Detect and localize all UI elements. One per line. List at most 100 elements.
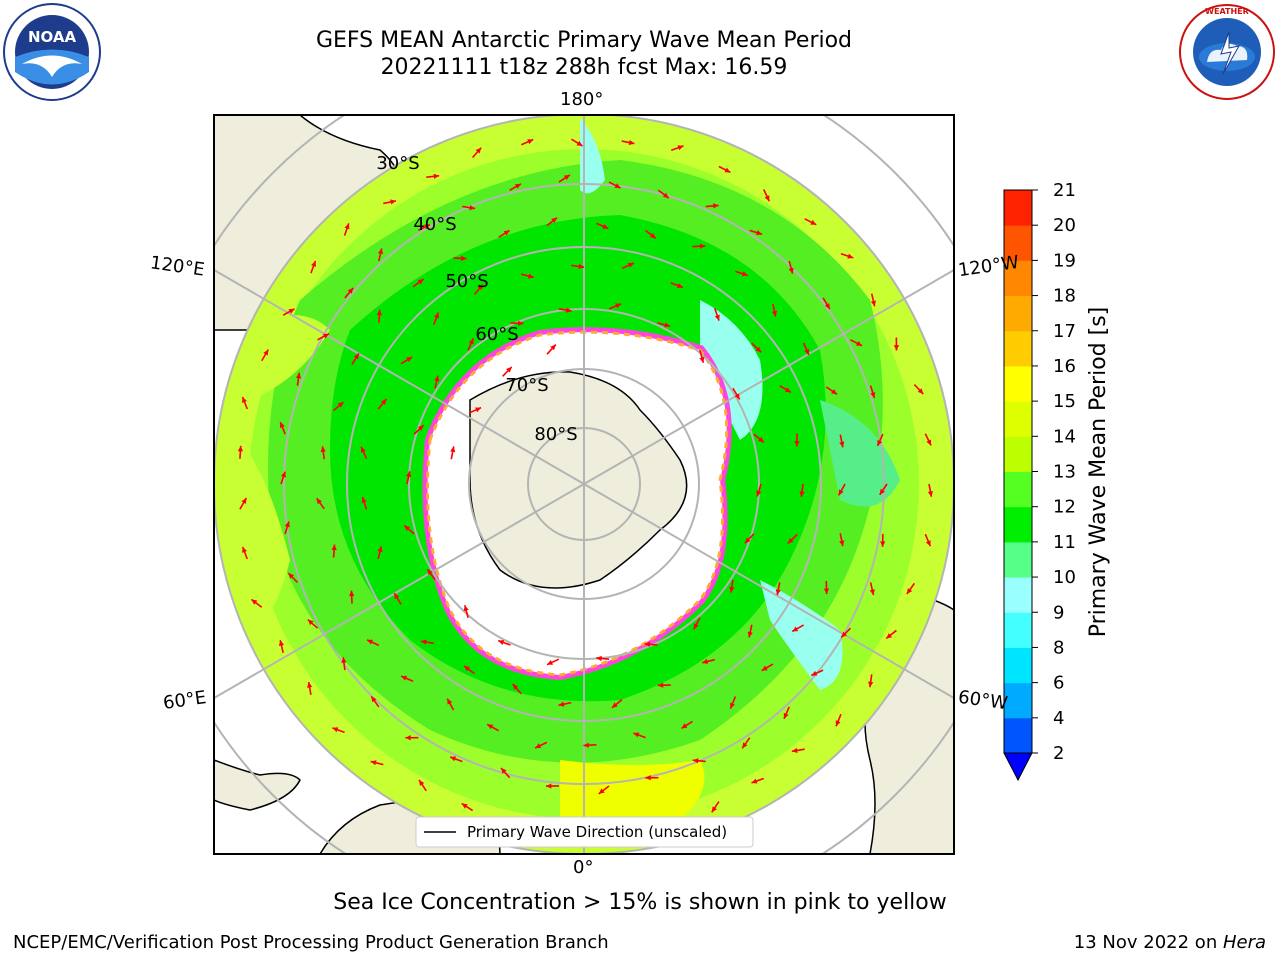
wave-arrow [282,308,295,316]
wave-arrow [681,720,693,730]
wave-arrow [383,199,397,205]
colorbar-tick-label: 17 [1053,321,1076,342]
wave-arrow [279,421,286,435]
lat-label-70: 70°S [505,375,548,396]
lon-label-bottom: 0° [573,857,594,878]
wave-arrow [804,218,817,226]
wave-arrow [320,446,326,460]
wave-arrow [571,263,585,270]
wave-arrow [510,320,524,326]
wave-arrow [377,248,384,262]
wave-arrow [432,312,440,325]
lat-label-30: 30°S [376,153,419,174]
wave-arrow [822,297,831,310]
colorbar-tick-label: 4 [1053,708,1064,729]
wave-arrow [880,533,886,547]
wave-arrow [239,497,248,510]
wave-arrow [906,582,916,595]
wave-arrow [343,223,350,236]
wave-arrow [756,483,762,497]
wave-arrow [692,243,706,249]
colorbar-tick-label: 11 [1053,532,1076,553]
colorbar-tick-label: 14 [1053,426,1076,447]
wave-arrow [450,446,456,460]
colorbar-segment [1004,190,1032,226]
wave-arrow [500,767,511,779]
wave-arrow [400,356,413,365]
wave-arrow [644,641,658,647]
wave-arrow [412,278,425,288]
wave-arrow [332,727,345,734]
wave-arrow [735,270,749,277]
wave-arrow [237,445,244,459]
wave-arrow [729,579,735,593]
wave-arrow [333,401,344,412]
colorbar-segment [1004,225,1032,261]
wave-arrow [486,723,500,732]
wave-arrow [546,343,557,355]
wave-arrow [645,775,659,781]
wave-arrow [608,181,621,189]
wave-arrow [692,758,706,764]
wave-arrow [295,372,302,386]
wave-arrow [520,273,534,279]
wave-arrow [545,783,559,789]
wave-arrow [351,352,360,365]
wave-arrow [453,255,467,261]
wave-arrow [310,260,317,274]
wave-arrow [869,582,875,596]
wave-arrow [714,308,720,321]
colorbar: 2 4 6 8 9 10 11 12 13 14 15 16 17 18 19 20 21 Primary Wa… [1003,180,1111,782]
wave-arrow [747,624,753,638]
wave-arrow [241,396,248,410]
wave-arrow [498,229,511,239]
wave-arrow [771,303,778,317]
wave-arrow [621,262,635,270]
wave-arrow [839,434,845,448]
colorbar-segment [1004,717,1032,754]
wave-arrow [403,524,415,535]
wave-direction-arrows [237,138,933,832]
wave-arrow [657,322,671,328]
wave-arrow [744,533,755,544]
colorbar-segment [1004,330,1032,367]
wave-arrow [420,639,434,645]
noaa-logo: NOAA [2,2,102,102]
wave-arrow [869,385,876,399]
wave-arrow [840,253,854,259]
lat-label-50: 50°S [445,271,488,292]
wave-arrow [418,779,427,792]
wave-arrow [924,433,932,446]
wave-arrow [699,350,705,363]
wave-arrow [287,572,298,583]
wave-arrow [570,138,583,147]
wave-arrow [370,760,384,766]
colorbar-segment [1004,436,1032,472]
wave-arrow [317,333,330,341]
wave-arrow [705,203,719,209]
wave-arrow [446,698,455,711]
wave-arrow [611,699,623,709]
wave-arrow [885,629,897,640]
wave-arrow [749,229,763,236]
wave-arrow [741,737,751,749]
wave-arrow [546,658,560,666]
wave-arrow [927,483,933,497]
footer-host: Hera [1222,932,1266,953]
colorbar-segment [1004,295,1032,332]
wave-arrow [512,683,522,695]
wave-arrow [462,205,476,211]
wave-arrow [791,624,804,633]
wave-arrow [879,483,888,496]
wave-arrow [366,639,380,647]
wave-arrow [261,349,269,362]
wave-arrow [657,682,671,688]
wave-arrow [621,139,635,146]
wave-arrow [870,293,876,307]
colorbar-tick-label: 21 [1053,180,1076,201]
colorbar-segment [1004,506,1032,543]
wave-arrow [278,639,285,654]
wave-arrow [307,618,319,629]
colorbar-segment [1004,365,1032,402]
